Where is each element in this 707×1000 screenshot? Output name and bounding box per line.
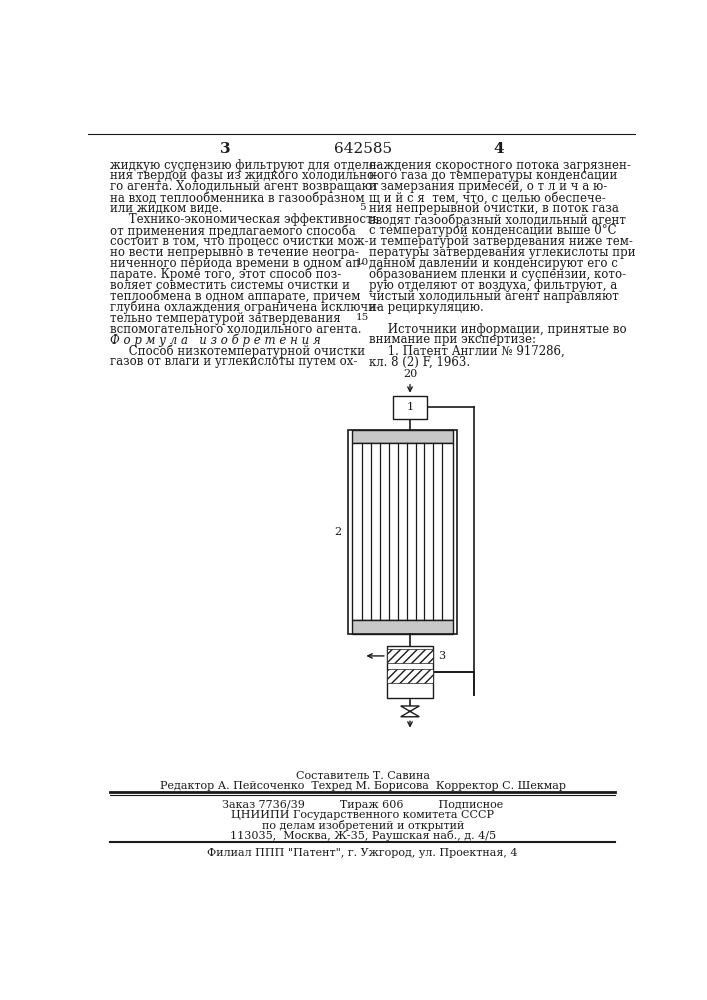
Text: Заказ 7736/39          Тираж 606          Подписное: Заказ 7736/39 Тираж 606 Подписное (222, 800, 503, 810)
Text: вводят газообразный холодильный агент: вводят газообразный холодильный агент (369, 213, 626, 227)
Bar (393, 396, 427, 419)
Text: на рециркуляцию.: на рециркуляцию. (369, 301, 484, 314)
Text: рую отделяют от воздуха, фильтруют, а: рую отделяют от воздуха, фильтруют, а (369, 279, 617, 292)
Bar (387, 669, 433, 683)
Text: 1: 1 (407, 402, 414, 412)
Text: ниченного периода времени в одном ап-: ниченного периода времени в одном ап- (110, 257, 364, 270)
Text: 4: 4 (493, 142, 504, 156)
Text: ния непрерывной очистки, в поток газа: ния непрерывной очистки, в поток газа (369, 202, 619, 215)
Text: и температурой затвердевания ниже тем-: и температурой затвердевания ниже тем- (369, 235, 633, 248)
Text: 10: 10 (356, 258, 369, 267)
Text: 5: 5 (359, 203, 366, 212)
Text: парате. Кроме того, этот способ поз-: парате. Кроме того, этот способ поз- (110, 268, 341, 281)
Text: но вести непрерывно в течение неогра-: но вести непрерывно в течение неогра- (110, 246, 359, 259)
Text: чистый холодильный агент направляют: чистый холодильный агент направляют (369, 290, 619, 303)
Text: от применения предлагаемого способа: от применения предлагаемого способа (110, 224, 356, 238)
Text: ЦНИИПИ Государственного комитета СССР: ЦНИИПИ Государственного комитета СССР (231, 810, 494, 820)
Text: жидкую суспензию фильтруют для отделе-: жидкую суспензию фильтруют для отделе- (110, 158, 380, 172)
Text: щ и й с я  тем, что, с целью обеспече-: щ и й с я тем, что, с целью обеспече- (369, 191, 606, 204)
Text: воляет совместить системы очистки и: воляет совместить системы очистки и (110, 279, 350, 292)
Text: Способ низкотемпературной очистки: Способ низкотемпературной очистки (110, 344, 366, 358)
Text: данном давлении и конденсируют его с: данном давлении и конденсируют его с (369, 257, 618, 270)
Text: Филиал ППП "Патент", г. Ужгород, ул. Проектная, 4: Филиал ППП "Патент", г. Ужгород, ул. Про… (207, 848, 518, 858)
Bar (387, 646, 433, 698)
Text: вспомогательного холодильного агента.: вспомогательного холодильного агента. (110, 323, 361, 336)
Bar (352, 620, 452, 634)
Text: Ф о р м у л а   и з о б р е т е н и я: Ф о р м у л а и з о б р е т е н и я (110, 333, 321, 347)
Bar (348, 430, 457, 634)
Text: ного газа до температуры конденсации: ного газа до температуры конденсации (369, 169, 617, 182)
Text: теплообмена в одном аппарате, причем: теплообмена в одном аппарате, причем (110, 290, 361, 303)
Text: ния твердой фазы из жидкого холодильно-: ния твердой фазы из жидкого холодильно- (110, 169, 378, 182)
Text: 15: 15 (356, 313, 369, 322)
Text: го агента. Холодильный агент возвращают: го агента. Холодильный агент возвращают (110, 180, 379, 193)
Bar (352, 430, 452, 443)
Text: 3: 3 (219, 142, 230, 156)
Text: образованием пленки и суспензии, кото-: образованием пленки и суспензии, кото- (369, 268, 626, 281)
Text: 20: 20 (403, 369, 417, 379)
Text: с температурой конденсации выше 0°С: с температурой конденсации выше 0°С (369, 224, 617, 237)
Text: или жидком виде.: или жидком виде. (110, 202, 223, 215)
Text: 1. Патент Англии № 917286,: 1. Патент Англии № 917286, (369, 344, 565, 357)
Text: 3: 3 (438, 651, 445, 661)
Text: пературы затвердевания углекислоты при: пературы затвердевания углекислоты при (369, 246, 636, 259)
Text: на вход теплообменника в газообразном: на вход теплообменника в газообразном (110, 191, 365, 205)
Text: по делам изобретений и открытий: по делам изобретений и открытий (262, 820, 464, 831)
Text: тельно температурой затвердевания: тельно температурой затвердевания (110, 312, 341, 325)
Text: Технико-экономическая эффективность: Технико-экономическая эффективность (110, 213, 379, 226)
Bar (352, 443, 452, 620)
Text: состоит в том, что процесс очистки мож-: состоит в том, что процесс очистки мож- (110, 235, 368, 248)
Text: и замерзания примесей, о т л и ч а ю-: и замерзания примесей, о т л и ч а ю- (369, 180, 607, 193)
Text: 2: 2 (334, 527, 341, 537)
Polygon shape (401, 706, 419, 717)
Text: внимание при экспертизе:: внимание при экспертизе: (369, 333, 536, 346)
Text: Источники информации, принятые во: Источники информации, принятые во (369, 323, 626, 336)
Text: Составитель Т. Савина: Составитель Т. Савина (296, 771, 430, 781)
Text: 642585: 642585 (334, 142, 392, 156)
Text: Редактор А. Пейсоченко  Техред М. Борисова  Корректор С. Шекмар: Редактор А. Пейсоченко Техред М. Борисов… (160, 781, 566, 791)
Text: кл. 8 (2) F, 1963.: кл. 8 (2) F, 1963. (369, 355, 470, 368)
Text: 113035,  Москва, Ж-35, Раушская наб., д. 4/5: 113035, Москва, Ж-35, Раушская наб., д. … (230, 830, 496, 841)
Text: лаждения скоростного потока загрязнен-: лаждения скоростного потока загрязнен- (369, 158, 631, 172)
Text: газов от влаги и углекислоты путем ох-: газов от влаги и углекислоты путем ох- (110, 355, 358, 368)
Bar (387, 649, 433, 663)
Text: глубина охлаждения ограничена исключи-: глубина охлаждения ограничена исключи- (110, 301, 380, 314)
